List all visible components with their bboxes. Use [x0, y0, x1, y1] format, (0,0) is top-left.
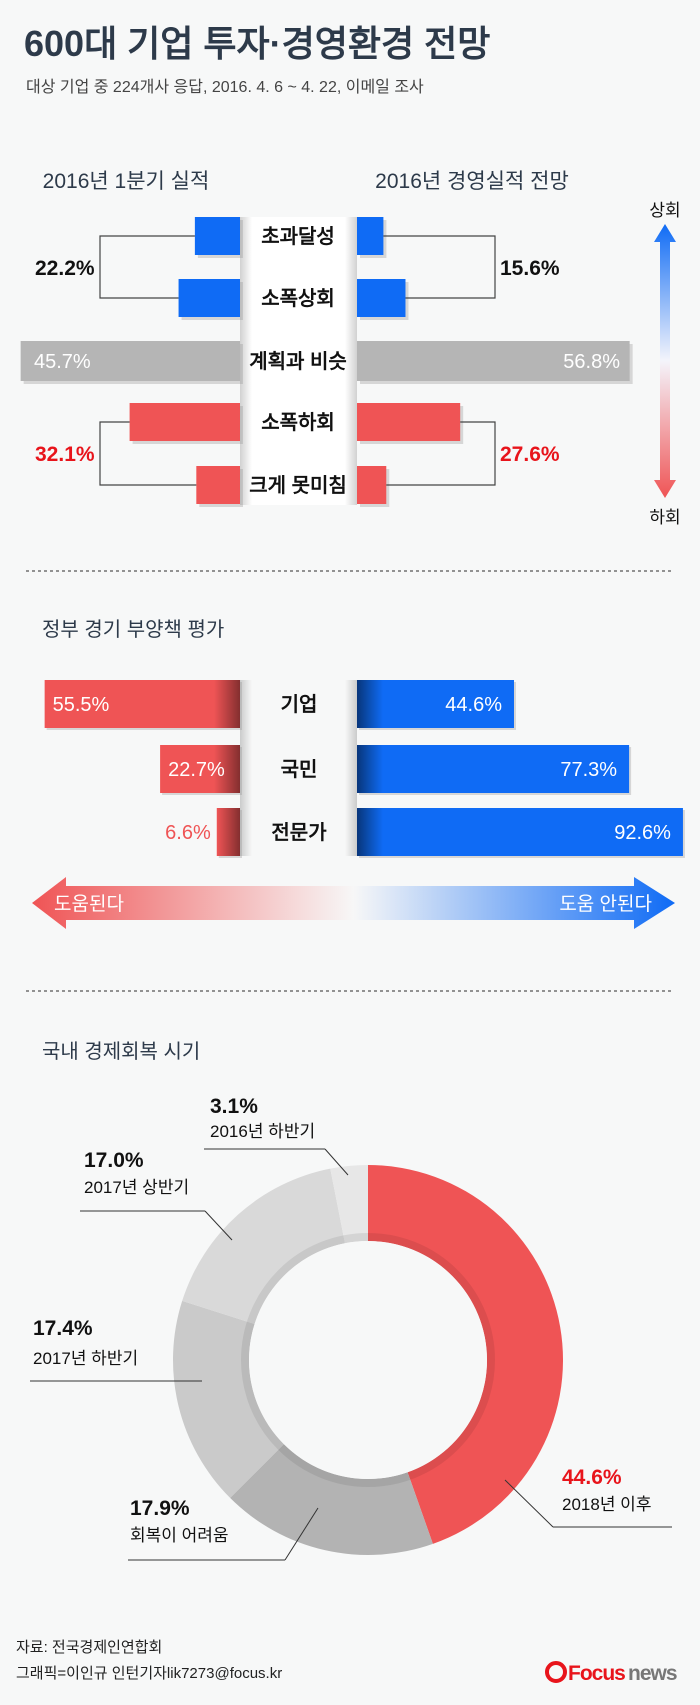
left-right-arrow-icon [32, 877, 675, 929]
bar-helpful-0 [44, 680, 240, 728]
scale-bottom-label: 하회 [649, 508, 680, 527]
donut-slice-2 [173, 1300, 284, 1498]
data-label-not-helpful: 92.6% [614, 822, 671, 844]
category-column [240, 217, 357, 505]
donut-slice-0 [368, 1165, 564, 1544]
data-label-helpful: 6.6% [165, 822, 211, 844]
group-bracket [383, 235, 496, 299]
page-subtitle: 대상 기업 중 224개사 응답, 2016. 4. 6 ~ 4. 22, 이메… [26, 78, 424, 96]
bar-left-4 [196, 466, 240, 504]
donut-inner-ring [241, 1233, 495, 1487]
right-chart-heading: 2016년 경영실적 전망 [375, 170, 569, 193]
chart-title: 정부 경기 부양책 평가 [42, 618, 224, 641]
chart-title: 국내 경제회복 시기 [42, 1040, 200, 1063]
source-text: 자료: 전국경제인연합회 [16, 1639, 162, 1656]
slice-value-label: 44.6% [562, 1466, 622, 1489]
leader-line [204, 1210, 233, 1241]
category-label: 소폭하회 [261, 411, 335, 434]
group-total-left-up: 22.2% [35, 257, 95, 280]
group-bracket [99, 421, 197, 486]
group-bracket [386, 421, 496, 486]
slice-value-label: 17.0% [84, 1149, 144, 1172]
bar-left-3 [129, 403, 240, 441]
group-total-left-down: 32.1% [35, 443, 95, 466]
focus-news-logo: Focus news [545, 1661, 678, 1685]
data-label-not-helpful: 44.6% [445, 694, 502, 716]
slice-value-label: 17.9% [130, 1497, 190, 1520]
left-chart-heading: 2016년 1분기 실적 [43, 170, 210, 193]
svg-text:news: news [628, 1662, 677, 1685]
slice-name-label: 2018년 이후 [562, 1495, 651, 1514]
slice-name-label: 회복이 어려움 [130, 1526, 229, 1545]
bar-right-4 [357, 466, 387, 504]
category-label: 소폭상회 [261, 287, 335, 310]
bar-right-3 [357, 403, 461, 441]
bar-left-2 [20, 341, 240, 381]
bar-not-helpful-0 [357, 680, 514, 728]
leader-line [324, 1148, 349, 1176]
slice-name-label: 2017년 상반기 [84, 1178, 189, 1197]
svg-text:Focus: Focus [568, 1662, 625, 1685]
leader-line [504, 1479, 554, 1528]
leader-line [284, 1507, 319, 1561]
category-label: 전문가 [271, 821, 327, 844]
slice-value-label: 3.1% [210, 1095, 258, 1118]
bar-not-helpful-1 [357, 745, 630, 793]
legend-helpful: 도움된다 [54, 893, 124, 915]
group-total-right-up: 15.6% [500, 257, 560, 280]
category-label: 국민 [281, 758, 318, 781]
category-label: 기업 [281, 693, 318, 716]
bar-right-1 [357, 279, 406, 317]
category-label: 계획과 비슷 [249, 350, 347, 373]
data-label-not-helpful: 77.3% [560, 759, 617, 781]
donut-chart: 국내 경제회복 시기 44.6% 2018년 이후 17.9% 회복이 어려움 17.4%… [30, 1040, 672, 1561]
legend-not-helpful: 도움 안된다 [559, 893, 652, 915]
credit-text: 그래픽=이인규 인턴기자lik7273@focus.kr [16, 1665, 282, 1682]
bar-right-2 [357, 341, 630, 381]
group-bracket [99, 235, 195, 299]
data-label-left-middle: 45.7% [34, 351, 91, 373]
data-label-helpful: 22.7% [168, 759, 225, 781]
data-label-helpful: 55.5% [53, 694, 110, 716]
category-label: 초과달성 [261, 225, 335, 248]
bar-left-1 [178, 279, 240, 317]
bar-left-0 [194, 217, 240, 255]
donut-slice-1 [230, 1444, 433, 1556]
scale-top-label: 상회 [649, 201, 680, 220]
donut-slice-4 [330, 1165, 368, 1244]
slice-value-label: 17.4% [33, 1317, 93, 1340]
group-total-right-down: 27.6% [500, 443, 560, 466]
bar-not-helpful-2 [357, 808, 683, 856]
slice-name-label: 2017년 하반기 [33, 1349, 138, 1368]
up-down-arrow-icon [654, 224, 676, 498]
slice-name-label: 2016년 하반기 [210, 1122, 315, 1141]
bar-right-0 [357, 217, 384, 255]
data-label-right-middle: 56.8% [563, 351, 620, 373]
page-title: 600대 기업 투자·경영환경 전망 [24, 23, 490, 64]
category-label: 크게 못미침 [249, 474, 347, 497]
donut-slice-3 [182, 1168, 345, 1324]
